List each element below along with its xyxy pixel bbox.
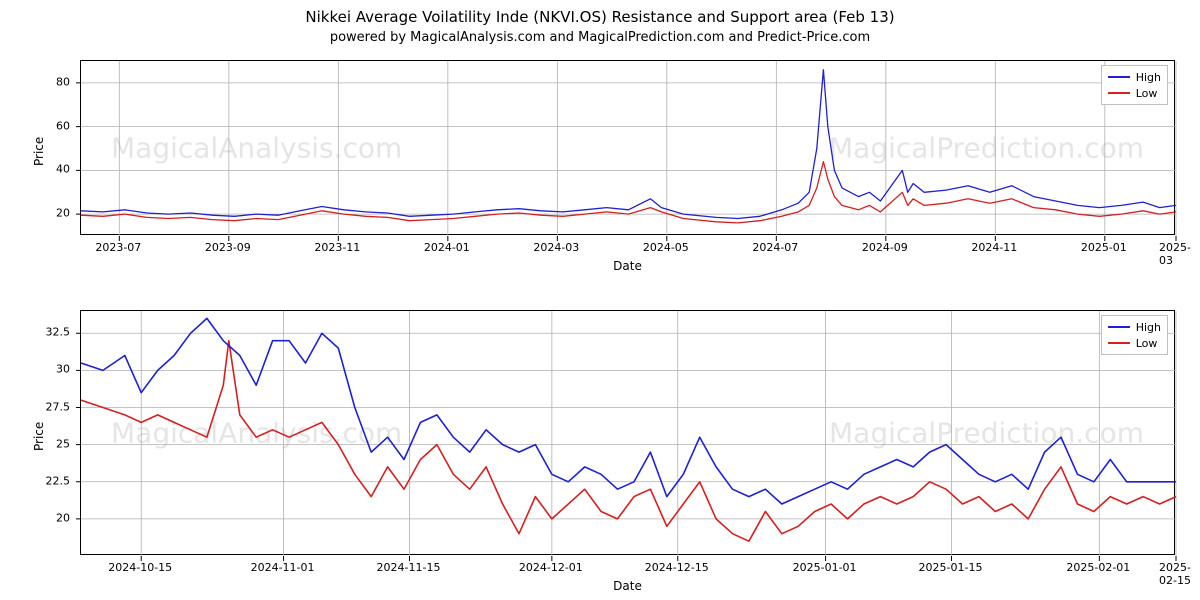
y-tick-label: 20 [30, 207, 70, 220]
y-tick-label: 80 [30, 75, 70, 88]
y-tick-label: 60 [30, 119, 70, 132]
top-chart-panel: MagicalAnalysis.com MagicalPrediction.co… [80, 60, 1175, 235]
x-tick-label: 2025-03 [1159, 241, 1191, 267]
y-tick-label: 25 [30, 437, 70, 450]
x-tick-label: 2024-07 [752, 241, 798, 254]
legend-item-high: High [1108, 69, 1161, 85]
y-axis-label: Price [32, 136, 46, 165]
x-axis-label: Date [80, 259, 1175, 273]
y-tick-label: 22.5 [30, 474, 70, 487]
top-chart-svg [81, 61, 1176, 236]
legend-swatch-low [1108, 342, 1130, 344]
x-tick-label: 2024-12-01 [519, 561, 583, 574]
bottom-chart-panel: MagicalAnalysis.com MagicalPrediction.co… [80, 310, 1175, 555]
x-tick-label: 2025-02-15 [1159, 561, 1191, 587]
x-tick-label: 2024-11 [971, 241, 1017, 254]
bottom-chart-svg [81, 311, 1176, 556]
legend-item-low: Low [1108, 85, 1161, 101]
x-tick-label: 2023-07 [95, 241, 141, 254]
x-tick-label: 2025-01 [1081, 241, 1127, 254]
legend: High Low [1101, 315, 1168, 355]
legend-label: High [1136, 321, 1161, 334]
figure: { "title": "Nikkei Average Voilatility I… [0, 0, 1200, 600]
legend-swatch-low [1108, 92, 1130, 94]
x-tick-label: 2023-09 [205, 241, 251, 254]
legend-item-low: Low [1108, 335, 1161, 351]
legend-label: High [1136, 71, 1161, 84]
y-tick-label: 30 [30, 363, 70, 376]
x-tick-label: 2024-10-15 [108, 561, 172, 574]
legend-item-high: High [1108, 319, 1161, 335]
x-tick-label: 2024-09 [862, 241, 908, 254]
y-tick-label: 20 [30, 511, 70, 524]
x-tick-label: 2025-02-01 [1066, 561, 1130, 574]
x-axis-label: Date [80, 579, 1175, 593]
chart-title: Nikkei Average Voilatility Inde (NKVI.OS… [0, 8, 1200, 26]
x-tick-label: 2024-03 [533, 241, 579, 254]
x-tick-label: 2023-11 [314, 241, 360, 254]
legend-label: Low [1136, 337, 1158, 350]
y-tick-label: 32.5 [30, 326, 70, 339]
legend-swatch-high [1108, 326, 1130, 328]
x-tick-label: 2025-01-15 [919, 561, 983, 574]
x-tick-label: 2024-11-01 [251, 561, 315, 574]
chart-subtitle: powered by MagicalAnalysis.com and Magic… [0, 30, 1200, 45]
x-tick-label: 2024-01 [424, 241, 470, 254]
x-tick-label: 2024-11-15 [377, 561, 441, 574]
x-tick-label: 2024-12-15 [645, 561, 709, 574]
legend-label: Low [1136, 87, 1158, 100]
y-tick-label: 40 [30, 163, 70, 176]
y-tick-label: 27.5 [30, 400, 70, 413]
legend: High Low [1101, 65, 1168, 105]
x-tick-label: 2025-01-01 [793, 561, 857, 574]
x-tick-label: 2024-05 [643, 241, 689, 254]
legend-swatch-high [1108, 76, 1130, 78]
